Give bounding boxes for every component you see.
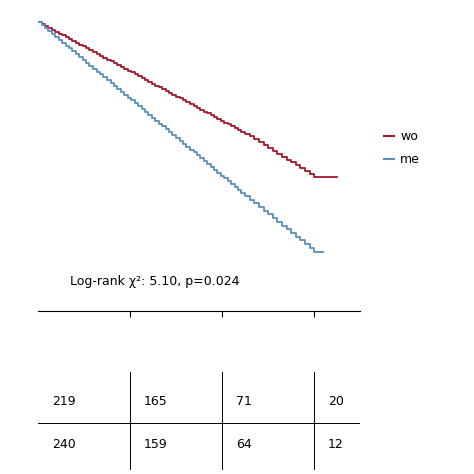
Text: 64: 64 bbox=[236, 438, 252, 451]
Text: 240: 240 bbox=[52, 438, 75, 451]
X-axis label: Follow-up (years): Follow-up (years) bbox=[139, 397, 259, 411]
Text: 219: 219 bbox=[52, 395, 75, 408]
Text: 165: 165 bbox=[144, 395, 168, 408]
Text: 20: 20 bbox=[328, 395, 344, 408]
Text: 159: 159 bbox=[144, 438, 168, 451]
Legend: wo, me: wo, me bbox=[377, 125, 425, 171]
Text: 71: 71 bbox=[236, 395, 252, 408]
Text: Log-rank χ²: 5.10, p=0.024: Log-rank χ²: 5.10, p=0.024 bbox=[70, 274, 240, 288]
Text: 12: 12 bbox=[328, 438, 344, 451]
